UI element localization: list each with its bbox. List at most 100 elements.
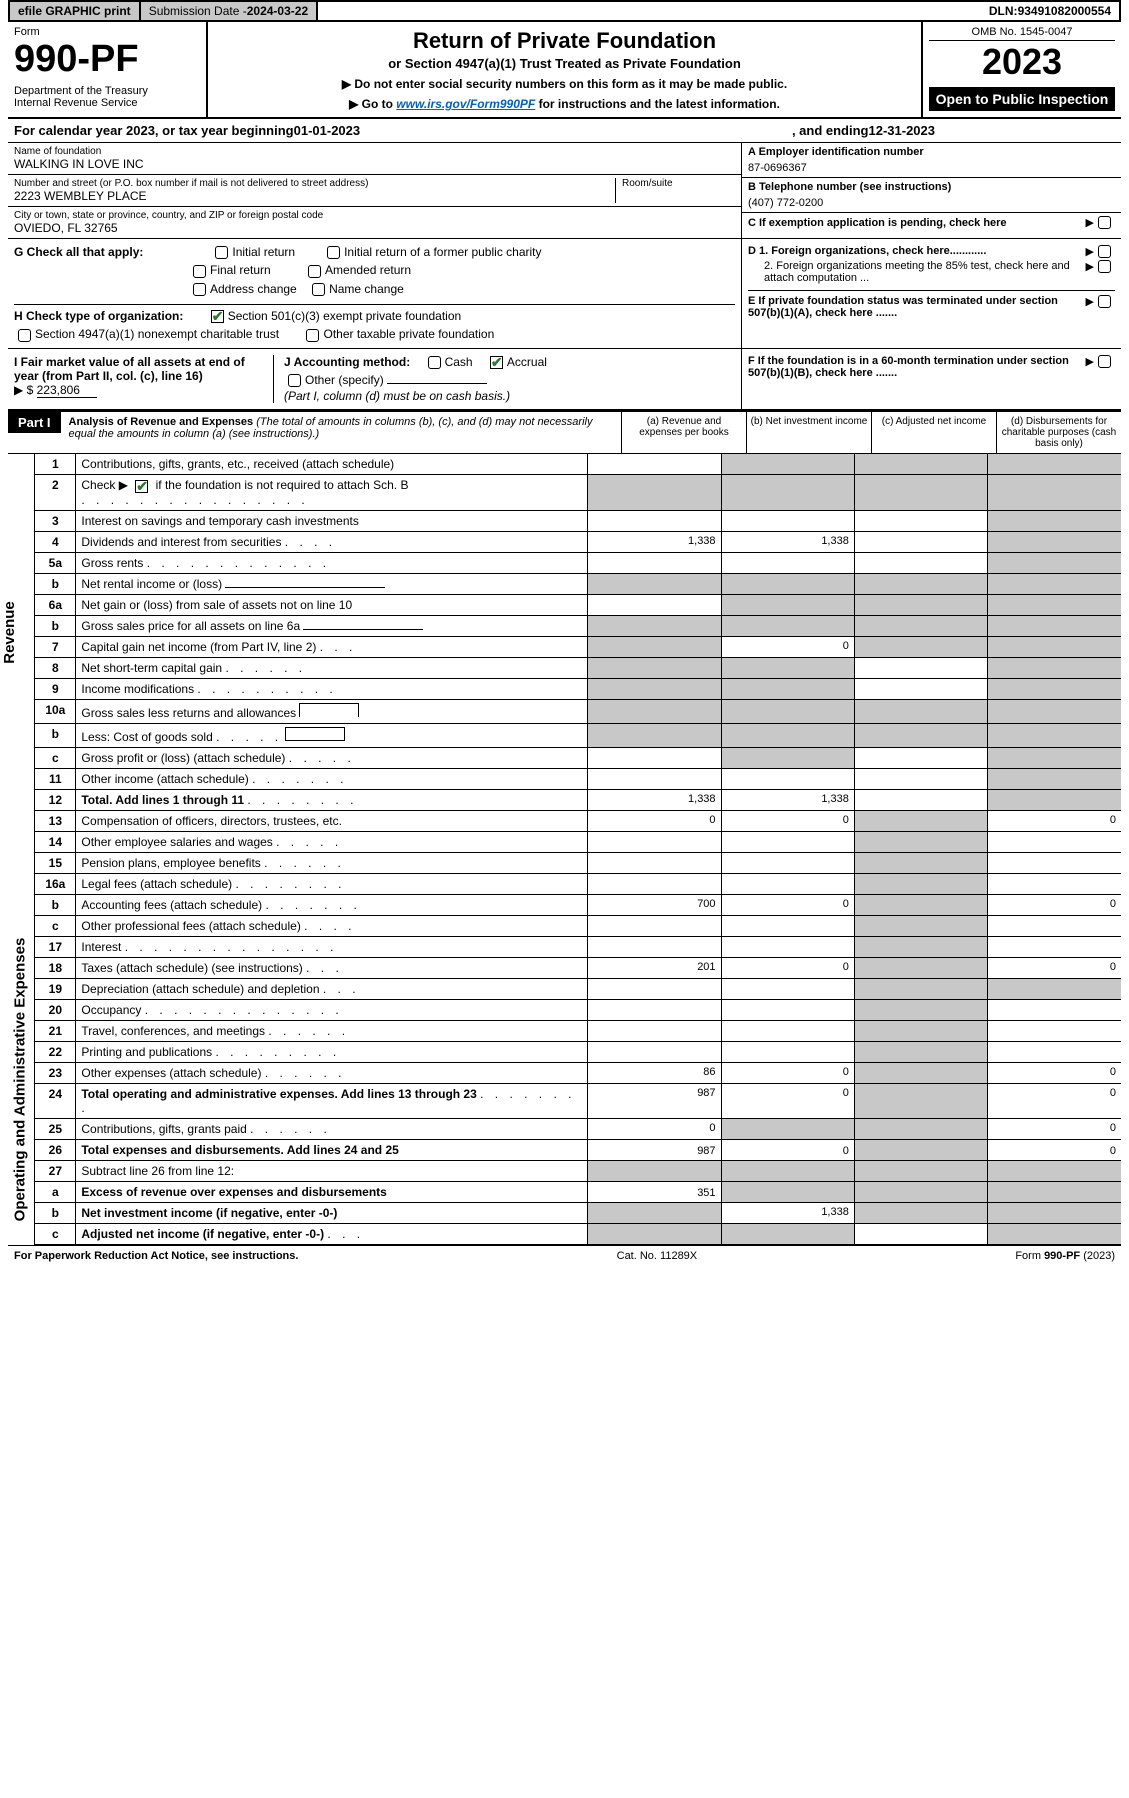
g-address-checkbox[interactable] — [193, 283, 206, 296]
ein-label: A Employer identification number — [748, 146, 1115, 158]
col-a-hdr: (a) Revenue and expenses per books — [621, 412, 746, 453]
revenue-table: 1Contributions, gifts, grants, etc., rec… — [35, 454, 1121, 810]
h-501c3-checkbox[interactable] — [211, 310, 224, 323]
topbar: efile GRAPHIC print Submission Date - 20… — [8, 0, 1121, 22]
footer-mid: Cat. No. 11289X — [617, 1250, 698, 1262]
name-label: Name of foundation — [14, 146, 735, 157]
g-initial-checkbox[interactable] — [215, 246, 228, 259]
form-label: Form — [14, 26, 200, 38]
efile-print-button[interactable]: efile GRAPHIC print — [10, 2, 141, 20]
row-9: 9Income modifications . . . . . . . . . … — [35, 678, 1121, 699]
c-label: C If exemption application is pending, c… — [748, 217, 1086, 229]
calendar-year-row: For calendar year 2023, or tax year begi… — [8, 119, 1121, 143]
schb-checkbox[interactable] — [135, 480, 148, 493]
dept: Department of the Treasury — [14, 85, 200, 97]
row-4: 4Dividends and interest from securities … — [35, 531, 1121, 552]
row-10b: bLess: Cost of goods sold . . . . . — [35, 723, 1121, 747]
d2-checkbox[interactable] — [1098, 260, 1111, 273]
j-cash: Cash — [445, 355, 473, 369]
footer-left: For Paperwork Reduction Act Notice, see … — [14, 1250, 298, 1262]
ein-cell: A Employer identification number 87-0696… — [742, 143, 1121, 178]
row-13: 13Compensation of officers, directors, t… — [35, 811, 1121, 832]
expenses-table: 13Compensation of officers, directors, t… — [35, 811, 1121, 1161]
g-opt-5: Name change — [329, 282, 404, 296]
page-footer: For Paperwork Reduction Act Notice, see … — [8, 1245, 1121, 1266]
form-number: 990-PF — [14, 38, 200, 81]
h-other-checkbox[interactable] — [306, 329, 319, 342]
c-cell: C If exemption application is pending, c… — [742, 213, 1121, 232]
form990pf-link[interactable]: www.irs.gov/Form990PF — [396, 97, 535, 111]
row-12: 12Total. Add lines 1 through 11 . . . . … — [35, 789, 1121, 810]
i-j-f-row: I Fair market value of all assets at end… — [8, 349, 1121, 411]
f-checkbox[interactable] — [1098, 355, 1111, 368]
calyear-begin: 01-01-2023 — [294, 123, 361, 138]
dln-value: 93491082000554 — [1018, 4, 1111, 18]
row-7: 7Capital gain net income (from Part IV, … — [35, 636, 1121, 657]
row-10c: cGross profit or (loss) (attach schedule… — [35, 747, 1121, 768]
g-h-row: G Check all that apply: Initial return I… — [8, 239, 1121, 349]
form-title: Return of Private Foundation — [218, 28, 911, 54]
col-b-hdr: (b) Net investment income — [746, 412, 871, 453]
instr2-pre: ▶ Go to — [349, 97, 396, 111]
address-cell: Number and street (or P.O. box number if… — [8, 175, 741, 207]
d1-checkbox[interactable] — [1098, 245, 1111, 258]
j-label: J Accounting method: — [284, 355, 410, 369]
h-opt-2: Section 4947(a)(1) nonexempt charitable … — [35, 327, 279, 341]
g-name-checkbox[interactable] — [312, 283, 325, 296]
c-checkbox[interactable] — [1098, 216, 1111, 229]
phone-cell: B Telephone number (see instructions) (4… — [742, 178, 1121, 213]
g-initial-former-checkbox[interactable] — [327, 246, 340, 259]
instr-2: ▶ Go to www.irs.gov/Form990PF for instru… — [218, 97, 911, 111]
part1-header-row: Part I Analysis of Revenue and Expenses … — [8, 410, 1121, 454]
foundation-name-cell: Name of foundation WALKING IN LOVE INC — [8, 143, 741, 175]
row-16c: cOther professional fees (attach schedul… — [35, 915, 1121, 936]
ein-value: 87-0696367 — [748, 162, 1115, 174]
irs: Internal Revenue Service — [14, 97, 200, 109]
revenue-sidelabel: Revenue — [8, 454, 35, 810]
row-23: 23Other expenses (attach schedule) . . .… — [35, 1062, 1121, 1083]
j-note: (Part I, column (d) must be on cash basi… — [284, 389, 735, 403]
row-16b: bAccounting fees (attach schedule) . . .… — [35, 894, 1121, 915]
submission-value: 2024-03-22 — [247, 4, 308, 18]
instr2-post: for instructions and the latest informat… — [539, 97, 780, 111]
f-label: F If the foundation is in a 60-month ter… — [748, 355, 1086, 379]
row-19: 19Depreciation (attach schedule) and dep… — [35, 978, 1121, 999]
row-22: 22Printing and publications . . . . . . … — [35, 1041, 1121, 1062]
row-5b: bNet rental income or (loss) — [35, 573, 1121, 594]
row-17: 17Interest . . . . . . . . . . . . . . . — [35, 936, 1121, 957]
h-opt-3: Other taxable private foundation — [323, 327, 494, 341]
instr-1: ▶ Do not enter social security numbers o… — [218, 77, 911, 91]
g-amended-checkbox[interactable] — [308, 265, 321, 278]
expenses-section: Operating and Administrative Expenses 13… — [8, 811, 1121, 1161]
row-20: 20Occupancy . . . . . . . . . . . . . . — [35, 999, 1121, 1020]
g-opt-4: Address change — [210, 282, 297, 296]
row-18: 18Taxes (attach schedule) (see instructi… — [35, 957, 1121, 978]
j-accrual-checkbox[interactable] — [490, 356, 503, 369]
j-cash-checkbox[interactable] — [428, 356, 441, 369]
calyear-mid: , and ending — [792, 123, 869, 138]
city-cell: City or town, state or province, country… — [8, 207, 741, 238]
row-27a: aExcess of revenue over expenses and dis… — [35, 1181, 1121, 1202]
topbar-spacer — [318, 2, 981, 20]
row-16a: 16aLegal fees (attach schedule) . . . . … — [35, 873, 1121, 894]
row-5a: 5aGross rents . . . . . . . . . . . . . — [35, 552, 1121, 573]
part1-title: Analysis of Revenue and Expenses — [69, 416, 254, 428]
omb-no: OMB No. 1545-0047 — [929, 26, 1115, 41]
j-other-checkbox[interactable] — [288, 374, 301, 387]
g-final-checkbox[interactable] — [193, 265, 206, 278]
h-opt-1: Section 501(c)(3) exempt private foundat… — [228, 309, 461, 323]
col-c-hdr: (c) Adjusted net income — [871, 412, 996, 453]
submission-date: Submission Date - 2024-03-22 — [141, 2, 318, 20]
city-label: City or town, state or province, country… — [14, 210, 735, 221]
h-4947-checkbox[interactable] — [18, 329, 31, 342]
row-8: 8Net short-term capital gain . . . . . . — [35, 657, 1121, 678]
calyear-end: 12-31-2023 — [869, 123, 936, 138]
e-checkbox[interactable] — [1098, 295, 1111, 308]
j-other: Other (specify) — [305, 373, 384, 387]
arrow-icon: ▶ — [1086, 216, 1094, 229]
phone-value: (407) 772-0200 — [748, 197, 1115, 209]
g-opt-2: Final return — [210, 263, 271, 277]
calyear-pre: For calendar year 2023, or tax year begi… — [14, 123, 294, 138]
net-section: 27Subtract line 26 from line 12: aExcess… — [8, 1161, 1121, 1245]
submission-label: Submission Date - — [149, 4, 247, 18]
